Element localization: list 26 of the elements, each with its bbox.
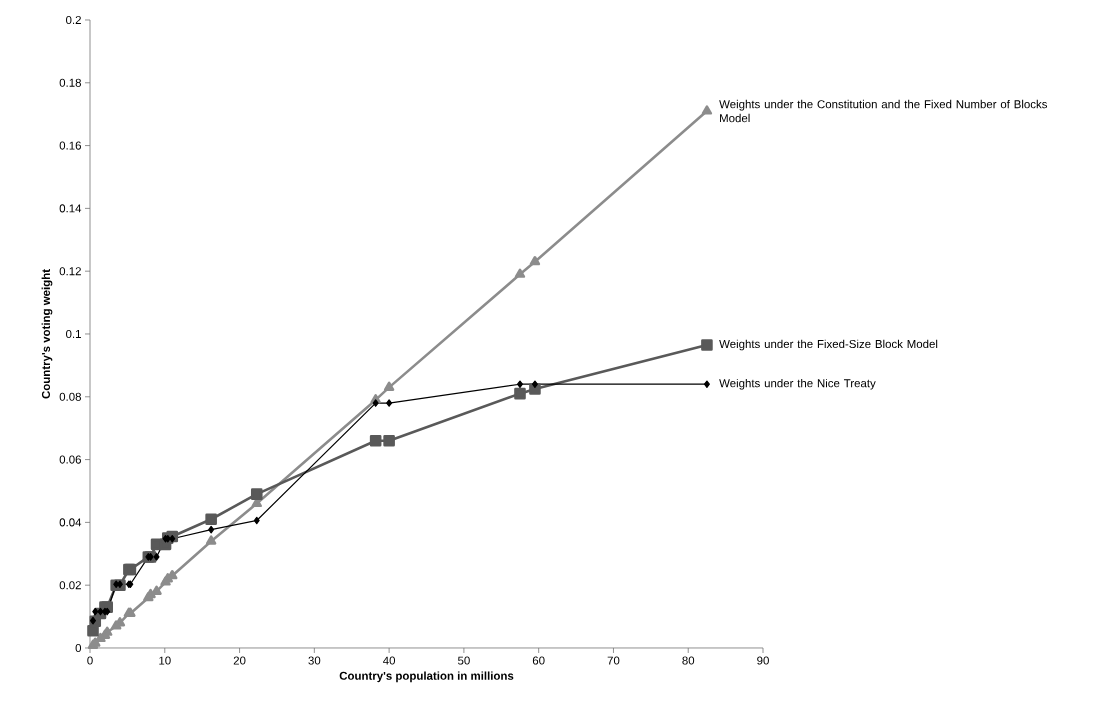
y-tick-label: 0.18 [59, 78, 81, 87]
y-tick-label: 0.2 [66, 15, 81, 25]
y-tick-label: 0.16 [59, 141, 81, 150]
y-tick-label: 0 [75, 643, 82, 653]
y-tick-label: 0.08 [59, 392, 81, 401]
x-tick-label: 10 [159, 656, 171, 665]
x-tick-label: 0 [87, 656, 93, 665]
y-tick-label: 0.1 [66, 329, 81, 339]
y-axis-title: Country's voting weight [41, 269, 53, 399]
x-tick-label: 70 [607, 656, 620, 665]
x-tick-label: 80 [682, 656, 695, 665]
series-label: Weights under the Constitution and the Fixed Number of Blocks Model [719, 99, 1048, 123]
x-tick-label: 30 [308, 656, 321, 665]
x-tick-label: 60 [532, 656, 545, 665]
y-tick-label: 0.04 [59, 518, 82, 527]
x-tick-label: 50 [457, 656, 470, 665]
x-tick-label: 40 [383, 656, 396, 665]
y-tick-label: 0.02 [59, 581, 81, 590]
y-tick-label: 0.06 [59, 455, 81, 464]
series-label: Weights under the Nice Treaty [719, 378, 876, 390]
x-tick-label: 20 [233, 656, 246, 665]
x-tick-label: 90 [757, 656, 769, 665]
series-label: Weights under the Fixed-Size Block Model [719, 339, 938, 351]
x-axis-title: Country's population in millions [339, 671, 514, 683]
y-tick-label: 0.14 [59, 204, 82, 213]
y-tick-label: 0.12 [59, 267, 81, 276]
